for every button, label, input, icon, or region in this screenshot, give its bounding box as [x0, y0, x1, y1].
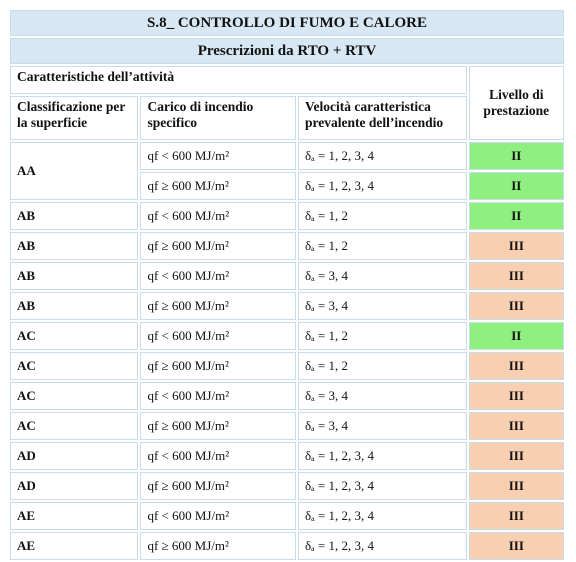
data-row: AB qf ≥ 600 MJ/m² δₐ = 1, 2 III	[10, 232, 564, 260]
fire-load: qf ≥ 600 MJ/m²	[140, 292, 296, 320]
title: S.8_ CONTROLLO DI FUMO E CALORE	[10, 10, 564, 36]
fire-speed: δₐ = 3, 4	[298, 412, 467, 440]
fire-speed: δₐ = 3, 4	[298, 382, 467, 410]
group-header: Caratteristiche dell’attività	[10, 66, 467, 94]
fire-load: qf ≥ 600 MJ/m²	[140, 172, 296, 200]
fire-speed: δₐ = 1, 2	[298, 322, 467, 350]
fire-speed: δₐ = 3, 4	[298, 292, 467, 320]
classification: AE	[10, 502, 139, 530]
classification: AE	[10, 532, 139, 560]
level: II	[468, 202, 564, 230]
level: III	[468, 442, 564, 470]
fire-speed: δₐ = 1, 2	[298, 232, 467, 260]
level: II	[468, 322, 564, 350]
data-row: AE qf ≥ 600 MJ/m² δₐ = 1, 2, 3, 4 III	[10, 532, 564, 560]
level: III	[468, 532, 564, 560]
level: III	[468, 502, 564, 530]
level: III	[468, 232, 564, 260]
classification: AB	[10, 232, 139, 260]
data-row: AE qf < 600 MJ/m² δₐ = 1, 2, 3, 4 III	[10, 502, 564, 530]
fire-speed: δₐ = 1, 2, 3, 4	[298, 532, 467, 560]
classification: AB	[10, 292, 139, 320]
fire-load: qf < 600 MJ/m²	[140, 442, 296, 470]
level: III	[468, 472, 564, 500]
data-row: qf ≥ 600 MJ/m² δₐ = 1, 2, 3, 4 II	[10, 172, 564, 200]
fire-load: qf < 600 MJ/m²	[140, 322, 296, 350]
classification: AC	[10, 382, 139, 410]
table-body: S.8_ CONTROLLO DI FUMO E CALORE Prescriz…	[10, 10, 564, 560]
column-row: Classificazione per la superficie Carico…	[10, 96, 564, 140]
data-row: AC qf ≥ 600 MJ/m² δₐ = 3, 4 III	[10, 412, 564, 440]
level: III	[468, 382, 564, 410]
fire-load: qf < 600 MJ/m²	[140, 202, 296, 230]
fire-speed: δₐ = 1, 2	[298, 352, 467, 380]
fire-load: qf < 600 MJ/m²	[140, 142, 296, 170]
level: III	[468, 412, 564, 440]
fire-speed: δₐ = 1, 2	[298, 202, 467, 230]
column-header: Classificazione per la superficie	[10, 96, 139, 140]
fire-load: qf ≥ 600 MJ/m²	[140, 412, 296, 440]
classification: AC	[10, 322, 139, 350]
classification: AA	[10, 142, 139, 200]
classification: AB	[10, 202, 139, 230]
fire-speed: δₐ = 1, 2, 3, 4	[298, 442, 467, 470]
column-header: Velocità caratteristica prevalente dell’…	[298, 96, 467, 140]
fire-load: qf ≥ 600 MJ/m²	[140, 472, 296, 500]
data-row: AD qf < 600 MJ/m² δₐ = 1, 2, 3, 4 III	[10, 442, 564, 470]
classification: AC	[10, 412, 139, 440]
data-row: AC qf < 600 MJ/m² δₐ = 1, 2 II	[10, 322, 564, 350]
level-header: Livello di prestazione	[468, 66, 564, 140]
fire-load: qf < 600 MJ/m²	[140, 262, 296, 290]
fire-load: qf < 600 MJ/m²	[140, 382, 296, 410]
data-row: AD qf ≥ 600 MJ/m² δₐ = 1, 2, 3, 4 III	[10, 472, 564, 500]
classification: AB	[10, 262, 139, 290]
classification: AC	[10, 352, 139, 380]
level: III	[468, 262, 564, 290]
fire-load: qf ≥ 600 MJ/m²	[140, 232, 296, 260]
fire-speed: δₐ = 1, 2, 3, 4	[298, 472, 467, 500]
data-row: AC qf < 600 MJ/m² δₐ = 3, 4 III	[10, 382, 564, 410]
classification: AD	[10, 472, 139, 500]
fire-load: qf ≥ 600 MJ/m²	[140, 532, 296, 560]
fire-load: qf ≥ 600 MJ/m²	[140, 352, 296, 380]
fire-speed: δₐ = 1, 2, 3, 4	[298, 502, 467, 530]
fire-speed: δₐ = 1, 2, 3, 4	[298, 172, 467, 200]
fire-speed: δₐ = 1, 2, 3, 4	[298, 142, 467, 170]
data-row: AB qf ≥ 600 MJ/m² δₐ = 3, 4 III	[10, 292, 564, 320]
level: III	[468, 292, 564, 320]
data-row: AB qf < 600 MJ/m² δₐ = 3, 4 III	[10, 262, 564, 290]
fire-load: qf < 600 MJ/m²	[140, 502, 296, 530]
column-header: Carico di incendio specifico	[140, 96, 296, 140]
level: II	[468, 142, 564, 170]
data-row: AC qf ≥ 600 MJ/m² δₐ = 1, 2 III	[10, 352, 564, 380]
classification: AD	[10, 442, 139, 470]
table: S.8_ CONTROLLO DI FUMO E CALORE Prescriz…	[8, 8, 566, 562]
data-row: AA qf < 600 MJ/m² δₐ = 1, 2, 3, 4 II	[10, 142, 564, 200]
subtitle-row: Prescrizioni da RTO + RTV	[10, 38, 564, 64]
data-row: AB qf < 600 MJ/m² δₐ = 1, 2 II	[10, 202, 564, 230]
page: S.8_ CONTROLLO DI FUMO E CALORE Prescriz…	[10, 10, 564, 560]
fire-speed: δₐ = 3, 4	[298, 262, 467, 290]
level: II	[468, 172, 564, 200]
title-row: S.8_ CONTROLLO DI FUMO E CALORE	[10, 10, 564, 36]
group-row: Caratteristiche dell’attività Livello di…	[10, 66, 564, 140]
level: III	[468, 352, 564, 380]
subtitle: Prescrizioni da RTO + RTV	[10, 38, 564, 64]
